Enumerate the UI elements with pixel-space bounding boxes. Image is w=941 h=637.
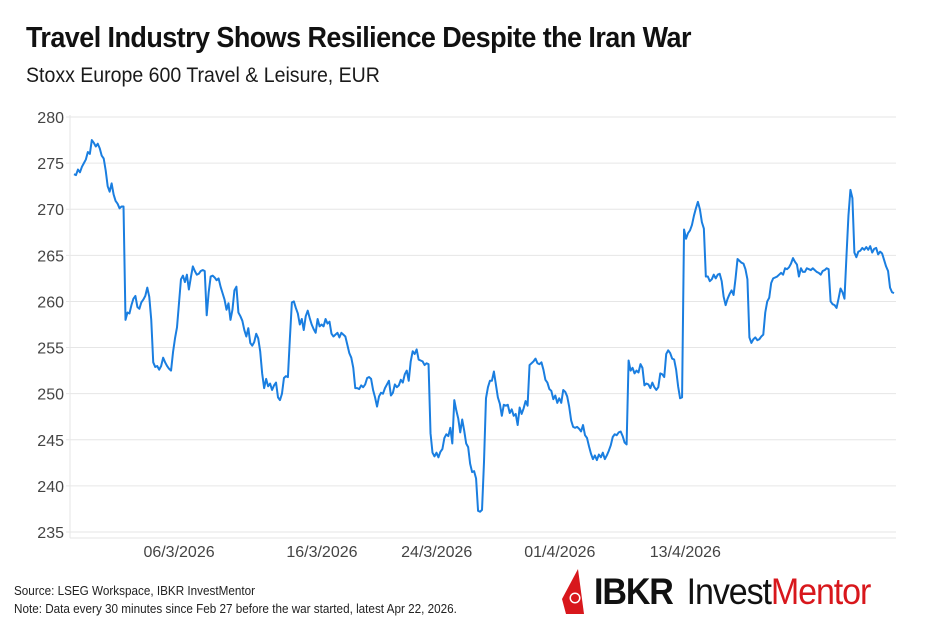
y-tick-label: 250 bbox=[37, 387, 64, 404]
line-chart: 235 240 245 250 255 260 265 270 275 280 06/3/2026… bbox=[37, 110, 896, 561]
y-tick-label: 240 bbox=[37, 479, 64, 496]
data-note: Note: Data every 30 minutes since Feb 27… bbox=[14, 601, 457, 616]
y-tick-label: 235 bbox=[37, 525, 64, 542]
chart-title: Travel Industry Shows Resilience Despite… bbox=[26, 22, 691, 54]
logo-word-mentor: Mentor bbox=[770, 571, 871, 612]
y-axis-ticks: 235 240 245 250 255 260 265 270 275 280 bbox=[37, 110, 64, 542]
source-note: Source: LSEG Workspace, IBKR InvestMento… bbox=[14, 583, 256, 598]
x-tick-label: 01/4/2026 bbox=[524, 544, 595, 561]
y-tick-label: 270 bbox=[37, 202, 64, 219]
x-tick-label: 13/4/2026 bbox=[650, 544, 721, 561]
logo-brand: IBKR bbox=[594, 571, 674, 612]
x-tick-label: 06/3/2026 bbox=[143, 544, 214, 561]
ibkr-investmentor-logo: IBKR InvestMentor bbox=[556, 568, 894, 616]
x-tick-label: 16/3/2026 bbox=[286, 544, 357, 561]
y-tick-label: 260 bbox=[37, 294, 64, 311]
y-tick-label: 275 bbox=[37, 156, 64, 173]
ibkr-logo-icon bbox=[562, 569, 584, 614]
logo-word-invest: Invest bbox=[686, 571, 772, 612]
gridlines bbox=[66, 116, 896, 539]
y-tick-label: 265 bbox=[37, 248, 64, 265]
series-line-stoxx-travel-leisure bbox=[73, 139, 895, 513]
y-tick-label: 280 bbox=[37, 110, 64, 127]
x-tick-label: 24/3/2026 bbox=[401, 544, 472, 561]
y-tick-label: 245 bbox=[37, 433, 64, 450]
x-axis-ticks: 06/3/2026 16/3/2026 24/3/2026 01/4/2026 13/4… bbox=[143, 544, 721, 561]
y-tick-label: 255 bbox=[37, 341, 64, 358]
chart-subtitle: Stoxx Europe 600 Travel & Leisure, EUR bbox=[26, 64, 380, 87]
